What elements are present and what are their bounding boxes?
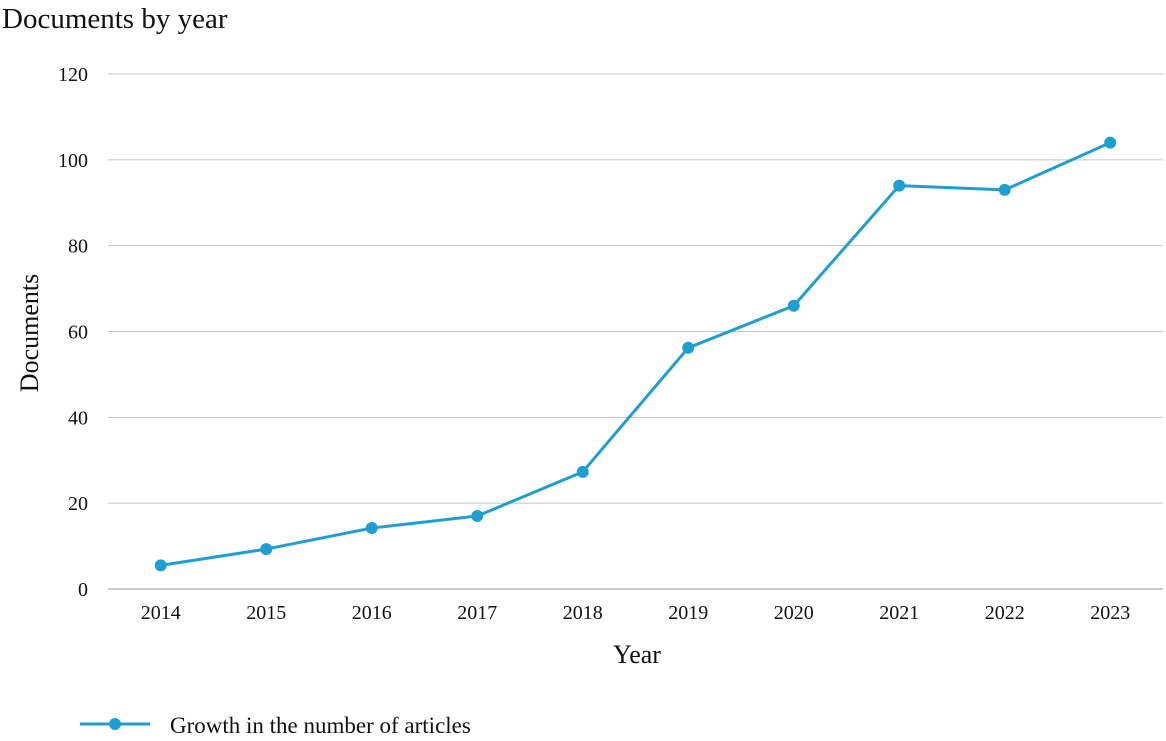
x-tick-label: 2023 bbox=[1090, 602, 1130, 624]
y-tick-label: 60 bbox=[68, 322, 88, 344]
data-point bbox=[154, 559, 167, 572]
y-tick-label: 20 bbox=[68, 493, 88, 515]
data-point bbox=[893, 179, 906, 192]
y-axis-ticks: 0 20 40 60 80 100 120 bbox=[58, 64, 88, 601]
x-axis-ticks: 2014 2015 2016 2017 2018 2019 2020 2021 2022 2023 bbox=[141, 602, 1131, 624]
x-tick-label: 2019 bbox=[668, 602, 708, 624]
y-tick-label: 40 bbox=[68, 407, 88, 429]
x-tick-label: 2018 bbox=[563, 602, 603, 624]
data-point bbox=[576, 465, 589, 478]
data-point bbox=[260, 543, 273, 556]
x-tick-label: 2022 bbox=[985, 602, 1025, 624]
y-tick-label: 100 bbox=[58, 150, 88, 172]
x-tick-label: 2021 bbox=[879, 602, 919, 624]
legend: Growth in the number of articles bbox=[80, 713, 471, 738]
y-axis-label: Documents bbox=[15, 274, 44, 392]
y-tick-label: 80 bbox=[68, 236, 88, 258]
data-point bbox=[787, 299, 800, 312]
data-point bbox=[471, 510, 484, 523]
x-tick-label: 2020 bbox=[774, 602, 814, 624]
x-axis-label: Year bbox=[613, 640, 661, 669]
legend-label: Growth in the number of articles bbox=[170, 713, 471, 736]
x-tick-label: 2015 bbox=[246, 602, 286, 624]
y-tick-label: 0 bbox=[78, 579, 88, 601]
x-tick-label: 2016 bbox=[352, 602, 392, 624]
y-tick-label: 120 bbox=[58, 64, 88, 86]
x-tick-label: 2017 bbox=[457, 602, 497, 624]
series-layer bbox=[154, 136, 1117, 572]
gridlines bbox=[108, 73, 1163, 590]
legend-marker bbox=[109, 718, 121, 730]
data-point bbox=[682, 341, 695, 354]
data-point bbox=[1104, 136, 1117, 149]
data-point bbox=[365, 522, 378, 535]
data-point bbox=[998, 183, 1011, 196]
chart-title: Documents by year bbox=[2, 3, 228, 35]
series-line bbox=[160, 141, 1111, 567]
x-tick-label: 2014 bbox=[141, 602, 181, 624]
